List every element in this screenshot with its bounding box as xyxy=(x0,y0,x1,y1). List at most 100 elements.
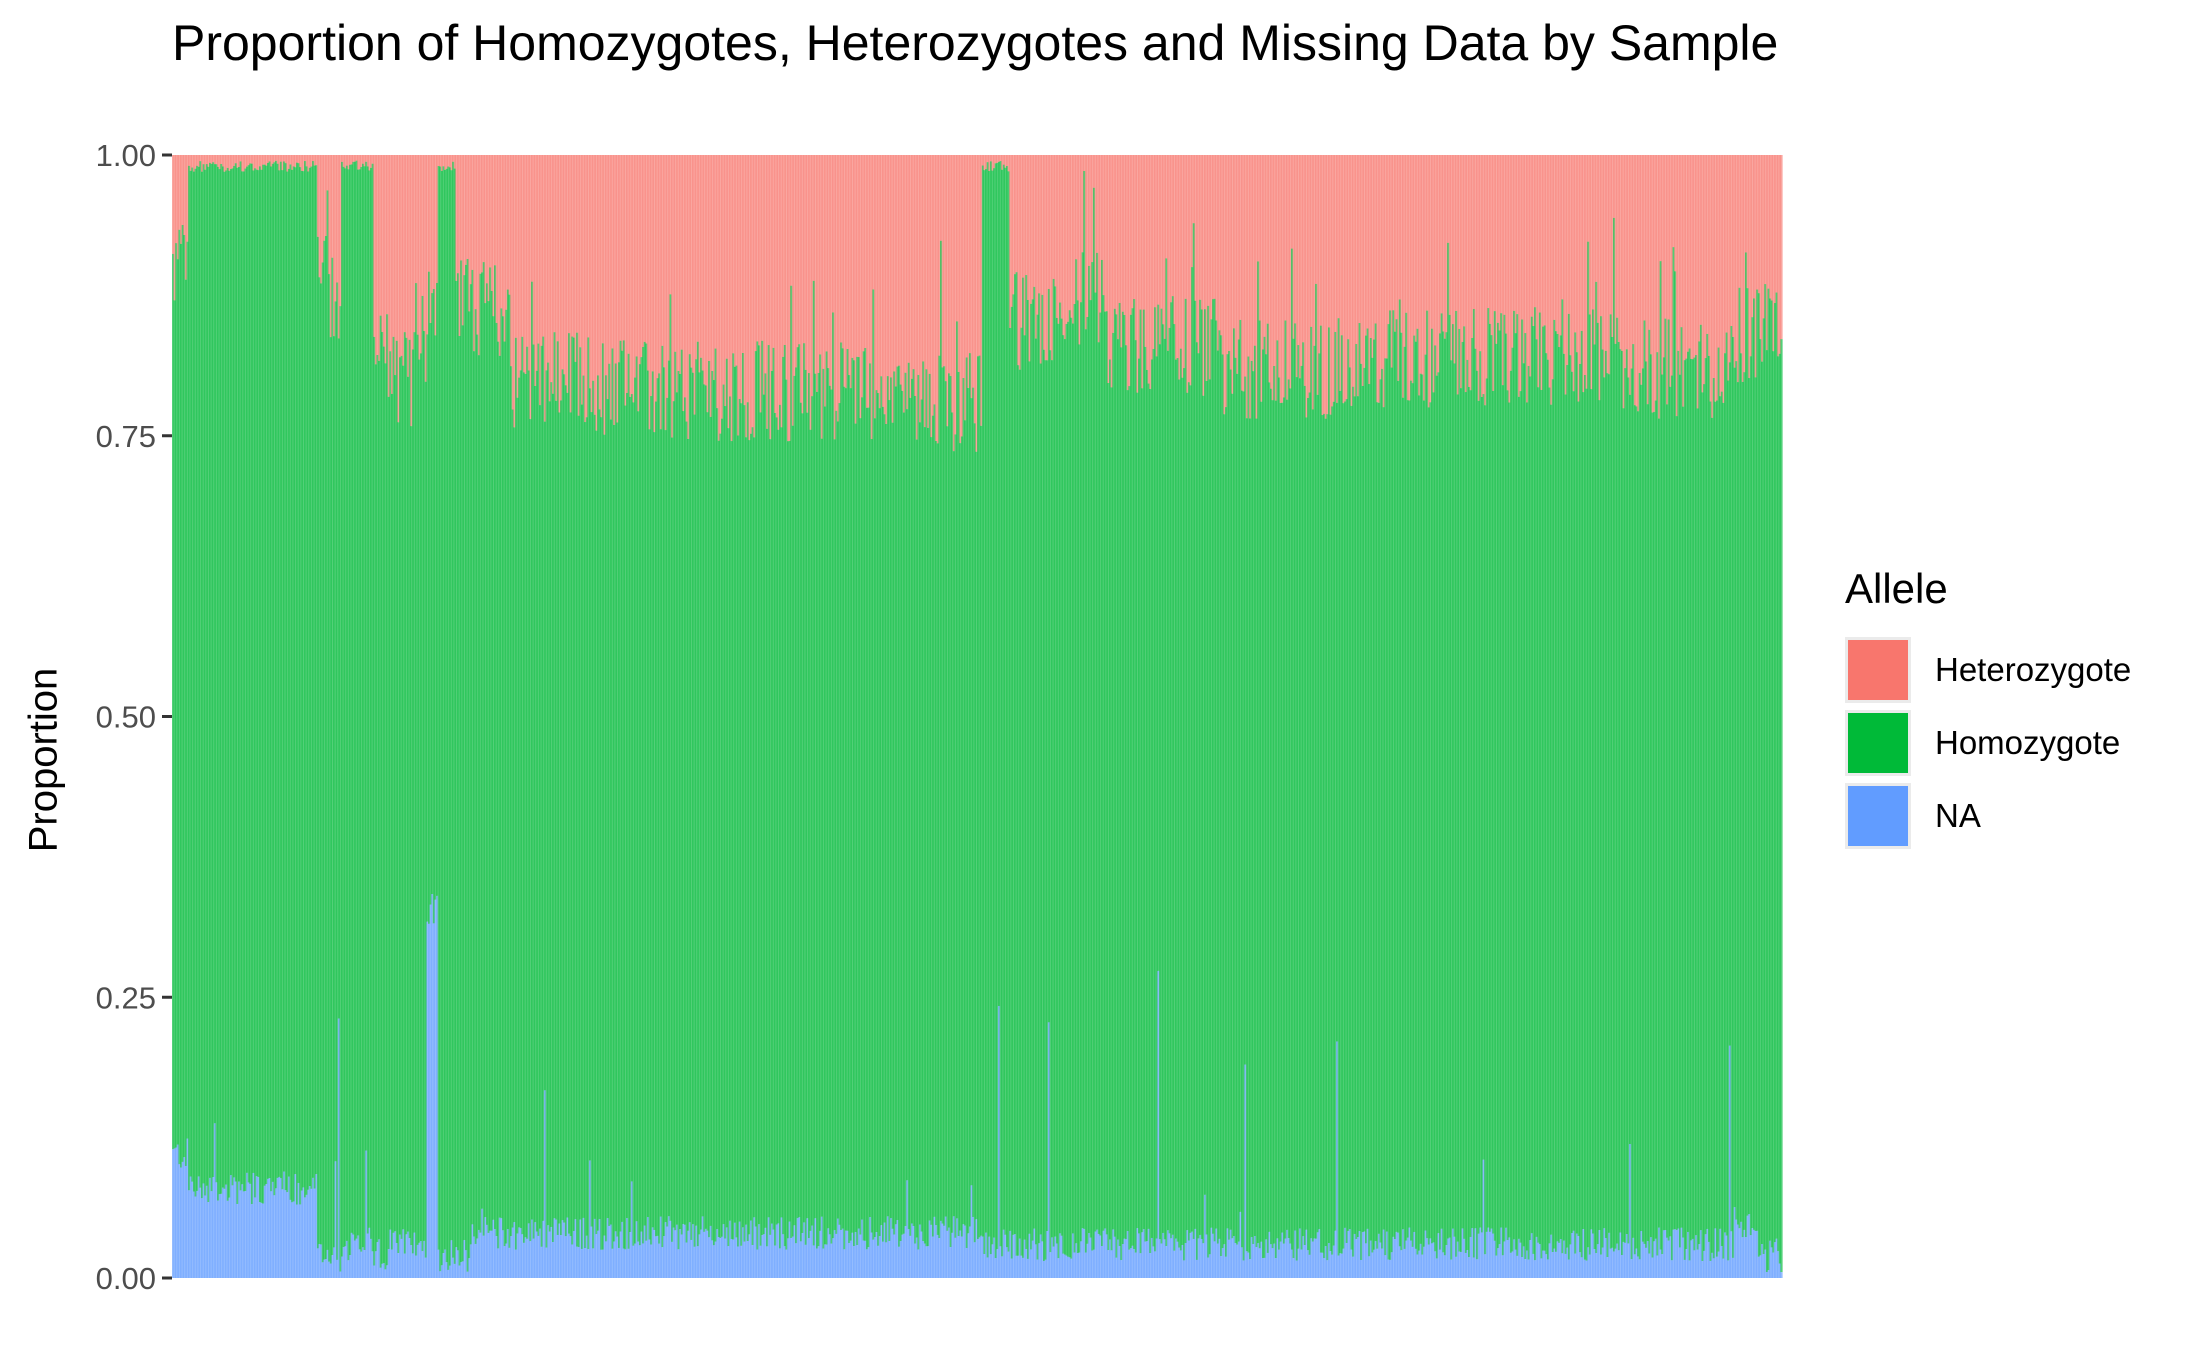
bar-heterozygote xyxy=(1545,155,1548,354)
bar-homozygote xyxy=(1376,402,1379,1249)
bar-homozygote xyxy=(1250,360,1253,1238)
bar-heterozygote xyxy=(1226,155,1229,355)
bar-homozygote xyxy=(1571,371,1574,1234)
bar-homozygote xyxy=(919,422,922,1225)
bar-homozygote xyxy=(548,401,551,1232)
bar-na xyxy=(1313,1238,1316,1278)
bar-homozygote xyxy=(252,170,255,1173)
bar-homozygote xyxy=(1389,310,1392,1260)
bar-homozygote xyxy=(1469,390,1472,1237)
bar-heterozygote xyxy=(864,155,867,349)
bar-heterozygote xyxy=(696,155,700,342)
bar-homozygote xyxy=(1012,294,1015,1235)
bar-heterozygote xyxy=(991,155,994,171)
bar-na xyxy=(1044,1259,1047,1278)
bar-heterozygote xyxy=(1577,155,1580,402)
bar-na xyxy=(809,1230,812,1278)
bar-na xyxy=(1574,1253,1577,1278)
bar-homozygote xyxy=(1616,317,1619,1244)
bar-heterozygote xyxy=(1675,155,1678,417)
bar-heterozygote xyxy=(1609,155,1612,315)
bar-na xyxy=(584,1248,587,1278)
bar-homozygote xyxy=(910,378,914,1224)
bar-heterozygote xyxy=(1633,155,1637,406)
bar-na xyxy=(461,1261,465,1278)
bar-homozygote xyxy=(1611,336,1614,1248)
bar-na xyxy=(606,1218,609,1278)
bar-heterozygote xyxy=(835,155,838,411)
bar-heterozygote xyxy=(502,155,505,317)
bar-na xyxy=(1237,1241,1241,1278)
bar-homozygote xyxy=(1366,328,1369,1229)
legend-key-homozygote xyxy=(1845,709,1911,776)
bar-homozygote xyxy=(255,169,258,1177)
bar-homozygote xyxy=(212,162,215,1178)
bar-homozygote xyxy=(1580,330,1583,1258)
bar-homozygote xyxy=(1757,293,1761,1257)
bar-homozygote xyxy=(220,163,223,1194)
bar-na xyxy=(919,1224,922,1278)
bar-heterozygote xyxy=(1168,155,1171,328)
bar-heterozygote xyxy=(1334,155,1337,332)
bar-na xyxy=(854,1232,857,1278)
bar-homozygote xyxy=(1717,347,1720,1252)
bar-homozygote xyxy=(238,166,241,1182)
bar-homozygote xyxy=(1015,272,1018,1256)
bar-na xyxy=(1670,1260,1674,1278)
bar-na xyxy=(1052,1246,1055,1278)
bar-heterozygote xyxy=(1484,155,1487,406)
bar-homozygote xyxy=(600,417,603,1250)
bar-homozygote xyxy=(875,390,878,1233)
bar-na xyxy=(1622,1241,1625,1278)
bar-na xyxy=(1041,1241,1044,1278)
bar-homozygote xyxy=(1411,383,1414,1247)
bar-homozygote xyxy=(481,272,484,1209)
bar-homozygote xyxy=(1070,317,1073,1259)
bar-heterozygote xyxy=(1431,155,1434,329)
bar-heterozygote xyxy=(1337,155,1340,319)
bar-homozygote xyxy=(286,171,289,1193)
bar-na xyxy=(650,1244,653,1278)
bar-homozygote xyxy=(1598,400,1601,1231)
bar-na xyxy=(592,1248,595,1278)
bar-na xyxy=(1633,1254,1637,1278)
bar-heterozygote xyxy=(423,155,426,332)
bar-heterozygote xyxy=(1527,155,1530,366)
bar-na xyxy=(247,1182,250,1278)
bar-homozygote xyxy=(1548,387,1551,1244)
bar-na xyxy=(841,1228,844,1278)
bar-homozygote xyxy=(1348,367,1352,1230)
bar-homozygote xyxy=(1633,405,1637,1255)
bar-na xyxy=(1411,1246,1414,1278)
bar-homozygote xyxy=(497,341,500,1249)
bar-heterozygote xyxy=(254,155,257,169)
bar-homozygote xyxy=(1270,388,1273,1245)
bar-na xyxy=(1748,1214,1751,1278)
bar-homozygote xyxy=(415,283,418,1256)
bar-heterozygote xyxy=(1384,155,1387,359)
bar-heterozygote xyxy=(986,155,989,163)
bar-homozygote xyxy=(904,372,907,1227)
bar-homozygote xyxy=(630,394,634,1182)
bar-homozygote xyxy=(1516,314,1519,1256)
bar-homozygote xyxy=(1273,365,1276,1244)
bar-heterozygote xyxy=(471,155,474,270)
bar-na xyxy=(1571,1233,1574,1278)
bar-homozygote xyxy=(328,274,331,1262)
bar-heterozygote xyxy=(228,155,231,171)
bar-homozygote xyxy=(1463,326,1466,1239)
bar-na xyxy=(1398,1246,1402,1278)
bar-heterozygote xyxy=(1645,155,1648,362)
bar-homozygote xyxy=(1724,353,1727,1233)
bar-na xyxy=(782,1234,785,1278)
bar-na xyxy=(1442,1252,1445,1278)
bar-homozygote xyxy=(1173,324,1176,1251)
bar-heterozygote xyxy=(1245,155,1249,419)
bar-na xyxy=(1451,1228,1455,1278)
bar-na xyxy=(1427,1244,1431,1278)
bar-homozygote xyxy=(215,164,218,1183)
bar-heterozygote xyxy=(505,155,508,310)
bar-heterozygote xyxy=(1688,155,1691,349)
bar-heterozygote xyxy=(329,155,332,338)
bar-heterozygote xyxy=(199,155,202,162)
